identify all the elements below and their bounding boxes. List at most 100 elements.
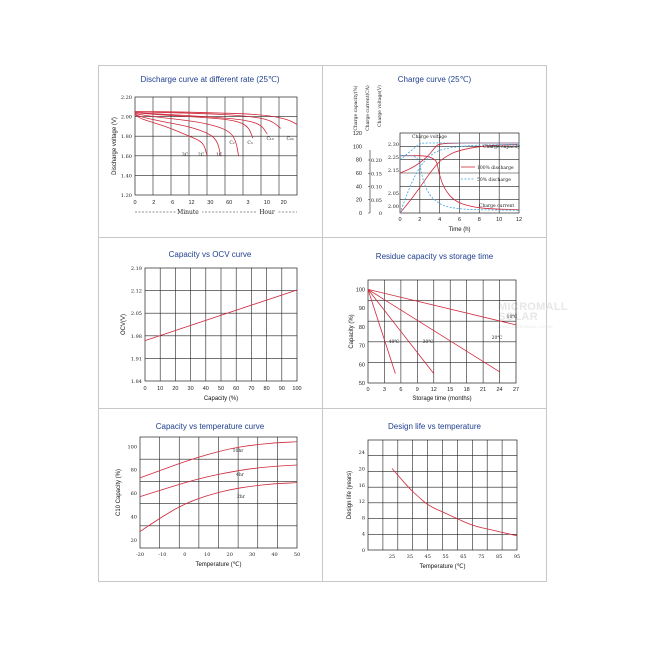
residue-series-label: 30℃ <box>423 339 434 345</box>
charge-capacity-tick: 0 <box>359 211 362 217</box>
captemp-xtick: 40 <box>271 552 277 558</box>
ocv-xtick: 80 <box>264 386 270 392</box>
captemp-series-label: 2hr <box>237 494 246 500</box>
charge-capacity-tick: 100 <box>353 144 362 150</box>
designlife-ytick: 8 <box>362 515 365 521</box>
captemp-xtick: 10 <box>204 552 210 558</box>
ocv-ytick: 2.05 <box>131 311 142 317</box>
charge-xtick: 6 <box>458 217 461 223</box>
charge-xtick: 2 <box>418 217 421 223</box>
charge-current-tick: 0.05 <box>371 198 382 204</box>
discharge-series-line <box>134 112 254 139</box>
discharge-series-label: 3C <box>182 152 189 158</box>
captemp-ytick: 100 <box>127 444 137 450</box>
residue-ylabel: Capacity (%) <box>349 314 355 348</box>
watermark-line1: MICROMALL <box>498 301 568 313</box>
charge-voltage-tick: 2.15 <box>388 168 399 174</box>
discharge-ytick: 1.80 <box>121 134 132 140</box>
ocv-xtick: 100 <box>292 386 301 392</box>
ocv-ytick: 1.84 <box>131 379 142 385</box>
residue-series-line <box>367 289 500 373</box>
discharge-series-line <box>134 111 282 129</box>
captemp-xtick: 50 <box>294 552 300 558</box>
residue-xtick: 12 <box>431 387 437 393</box>
ocv-series-line <box>144 289 298 341</box>
residue-ytick: 80 <box>359 325 365 331</box>
captemp-xlabel: Temperature (℃) <box>195 562 241 568</box>
designlife-ytick: 24 <box>359 450 365 456</box>
captemp-series-line <box>139 441 298 479</box>
charge-xtick: 10 <box>496 217 502 223</box>
residue-xtick: 15 <box>447 387 453 393</box>
residue-ytick: 50 <box>359 381 365 387</box>
watermark: MICROMALL SOLAR WWW.MICROMALL.CO.KE <box>498 302 578 332</box>
charge-series-line <box>399 143 520 214</box>
ocv-xtick: 90 <box>279 386 285 392</box>
charge-annotation: Charge current <box>479 203 514 209</box>
ocv-chart-title: Capacity vs OCV curve <box>168 250 252 259</box>
discharge-series-label: 1C <box>216 152 223 158</box>
charge-capacity-tick: 40 <box>356 184 362 190</box>
watermark-line2: SOLAR <box>498 311 538 323</box>
ocv-xtick: 30 <box>188 386 194 392</box>
discharge-ytick: 1.60 <box>121 154 132 160</box>
discharge-ylabel: Discharge voltage (V) <box>112 117 118 175</box>
discharge-series-line <box>134 114 221 157</box>
designlife-ytick: 20 <box>359 467 365 473</box>
charge-capacity-tick: 60 <box>356 171 362 177</box>
residue-series-line <box>367 289 517 326</box>
discharge-xtick: 60 <box>226 200 232 206</box>
residue-series-label: 10℃ <box>507 314 518 320</box>
ocv-xtick: 10 <box>157 386 163 392</box>
residue-xtick: 24 <box>496 387 502 393</box>
residue-ytick: 90 <box>359 306 365 312</box>
ocv-xlabel: Capacity (%) <box>204 396 238 402</box>
ocv-xtick: 60 <box>233 386 239 392</box>
panel-divider-vertical <box>322 65 323 582</box>
designlife-xlabel: Temperature (℃) <box>419 564 465 570</box>
charge-xtick: 0 <box>398 217 401 223</box>
discharge-xtick: 30 <box>207 200 213 206</box>
charge-series-line <box>400 155 520 211</box>
charge-capacity-tick: 20 <box>356 198 362 204</box>
charge-legend-label: 100% discharge <box>477 165 514 171</box>
designlife-xtick: 65 <box>460 554 466 560</box>
discharge-chart-title: Discharge curve at different rate (25℃) <box>140 75 280 84</box>
charge-xtick: 4 <box>438 217 441 223</box>
captemp-series-label: 4hr <box>236 472 245 478</box>
discharge-series-label: 2C <box>198 152 205 158</box>
residue-ytick: 60 <box>359 362 365 368</box>
discharge-ytick: 2.00 <box>121 115 132 121</box>
charge-current-tick: 0.15 <box>371 171 382 177</box>
captemp-xtick: -10 <box>158 552 166 558</box>
ocv-ytick: 1.98 <box>131 334 142 340</box>
residue-xtick: 18 <box>464 387 470 393</box>
charge-capacity-tick: 120 <box>353 131 362 137</box>
discharge-minute-label: Minute <box>177 209 199 216</box>
discharge-series-label: C₃ <box>247 140 252 146</box>
charge-voltage-tick: 2.00 <box>388 204 399 210</box>
discharge-series-line <box>134 112 268 135</box>
ocv-ylabel: OCV(V) <box>121 314 127 335</box>
captemp-ytick: 40 <box>131 514 137 520</box>
designlife-series-line <box>391 468 518 537</box>
residue-series-label: 40℃ <box>389 339 400 345</box>
designlife-xtick: 85 <box>496 554 502 560</box>
discharge-xtick: 2 <box>152 200 155 206</box>
ocv-ytick: 2.12 <box>131 289 142 295</box>
designlife-chart-title: Design life vs temperature <box>388 422 481 431</box>
captemp-ytick: 20 <box>131 538 137 544</box>
discharge-series-label: C₁₀ <box>266 136 273 142</box>
designlife-ytick: 0 <box>362 548 365 554</box>
residue-xtick: 21 <box>480 387 486 393</box>
captemp-xtick: 0 <box>183 552 186 558</box>
ocv-ytick: 2.19 <box>131 266 142 272</box>
designlife-xtick: 95 <box>514 554 520 560</box>
captemp-ytick: 80 <box>131 468 137 474</box>
discharge-xtick: 0 <box>133 200 136 206</box>
designlife-xtick: 55 <box>442 554 448 560</box>
captemp-xtick: -20 <box>136 552 144 558</box>
charge-xlabel: Time (h) <box>448 227 470 233</box>
ocv-xtick: 40 <box>203 386 209 392</box>
